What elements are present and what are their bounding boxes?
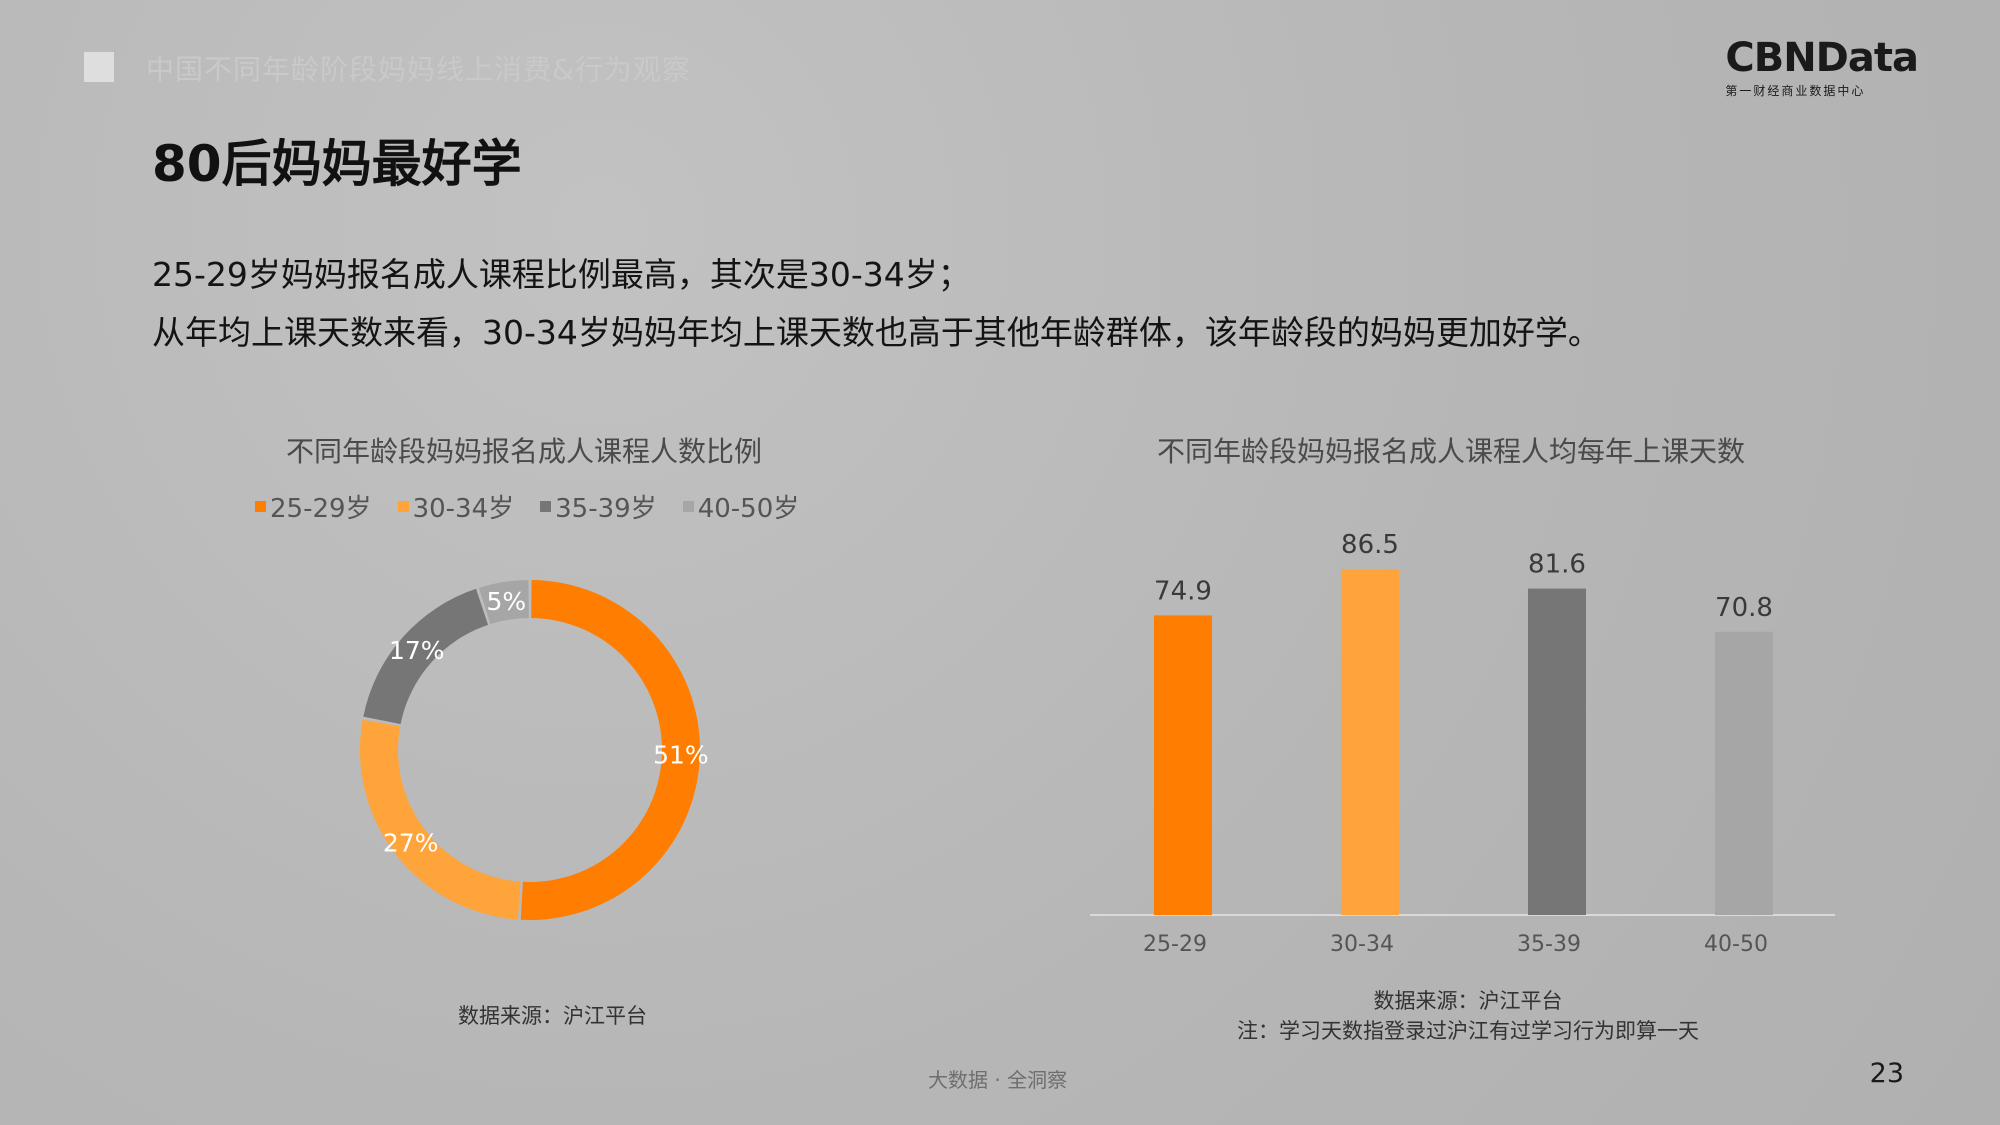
logo-sub-text: 第一财经商业数据中心 bbox=[1725, 84, 1866, 98]
bar-30-34 bbox=[1341, 569, 1399, 915]
donut-legend: 25-29岁 30-34岁 35-39岁 40-50岁 bbox=[255, 488, 799, 525]
header-square-icon bbox=[84, 52, 114, 82]
bar-25-29 bbox=[1154, 615, 1212, 915]
bar-tick-label-25-29: 25-29 bbox=[1143, 932, 1207, 957]
donut-slice-40-50 bbox=[478, 580, 529, 625]
bar-value-label-40-50: 70.8 bbox=[1715, 593, 1773, 623]
bar-value-label-35-39: 81.6 bbox=[1528, 550, 1586, 580]
legend-swatch-25-29 bbox=[255, 501, 266, 512]
legend-item-35-39: 35-39岁 bbox=[540, 488, 657, 525]
page-title: 80后妈妈最好学 bbox=[152, 135, 522, 193]
bar-source-note: 注：学习天数指登录过沪江有过学习行为即算一天 bbox=[1237, 1019, 1699, 1043]
legend-label-40-50: 40-50岁 bbox=[697, 494, 800, 524]
legend-label-35-39: 35-39岁 bbox=[555, 494, 657, 524]
cbndata-logo: CBNData 第一财经商业数据中心 bbox=[1725, 35, 1919, 99]
bar-tick-label-40-50: 40-50 bbox=[1704, 932, 1768, 957]
bar-source: 数据来源：沪江平台 注：学习天数指登录过沪江有过学习行为即算一天 bbox=[1218, 985, 1718, 1045]
description-line-1: 25-29岁妈妈报名成人课程比例最高，其次是30-34岁； bbox=[152, 255, 971, 294]
donut-chart: 51% 27% 17% 5% bbox=[360, 580, 709, 920]
bar-chart-title: 不同年龄段妈妈报名成人课程人均每年上课天数 bbox=[1157, 435, 1746, 468]
donut-slice-30-34 bbox=[360, 719, 521, 920]
legend-item-40-50: 40-50岁 bbox=[682, 488, 800, 525]
page-number: 23 bbox=[1869, 1058, 1904, 1089]
bar-value-label-30-34: 86.5 bbox=[1341, 530, 1399, 560]
legend-label-25-29: 25-29岁 bbox=[270, 494, 372, 524]
bar-value-label-25-29: 74.9 bbox=[1154, 576, 1212, 606]
bar-tick-label-35-39: 35-39 bbox=[1517, 932, 1581, 957]
bar-40-50 bbox=[1715, 631, 1773, 915]
bar-chart: 74.9 25-29 86.5 30-34 81.6 35-39 70.8 40-50 bbox=[1090, 530, 1835, 957]
legend-swatch-30-34 bbox=[397, 501, 409, 512]
legend-label-30-34: 30-34岁 bbox=[412, 494, 515, 524]
legend-swatch-40-50 bbox=[682, 501, 694, 512]
footer-text: 大数据 · 全洞察 bbox=[928, 1068, 1068, 1092]
donut-slice-35-39 bbox=[363, 588, 489, 725]
legend-item-30-34: 30-34岁 bbox=[397, 488, 515, 525]
description-line-2: 从年均上课天数来看，30-34岁妈妈年均上课天数也高于其他年龄群体，该年龄段的妈… bbox=[152, 313, 1601, 352]
header-subtitle: 中国不同年龄阶段妈妈线上消费&行为观察 bbox=[146, 53, 691, 86]
donut-label-35-39: 17% bbox=[389, 636, 445, 665]
donut-label-25-29: 51% bbox=[653, 741, 709, 770]
donut-label-40-50: 5% bbox=[487, 587, 527, 616]
legend-item-25-29: 25-29岁 bbox=[255, 488, 372, 525]
donut-slice-25-29 bbox=[520, 580, 700, 920]
legend-swatch-35-39 bbox=[540, 501, 552, 512]
bar-source-line-1: 数据来源：沪江平台 bbox=[1373, 989, 1563, 1013]
donut-chart-title: 不同年龄段妈妈报名成人课程人数比例 bbox=[286, 435, 763, 468]
logo-main-text: CBNData bbox=[1725, 35, 1919, 81]
description: 25-29岁妈妈报名成人课程比例最高，其次是30-34岁； 从年均上课天数来看，… bbox=[152, 246, 1601, 362]
donut-label-30-34: 27% bbox=[383, 829, 439, 858]
bar-35-39 bbox=[1528, 588, 1586, 915]
donut-source: 数据来源：沪江平台 bbox=[458, 1004, 647, 1028]
bar-tick-label-30-34: 30-34 bbox=[1330, 932, 1394, 957]
